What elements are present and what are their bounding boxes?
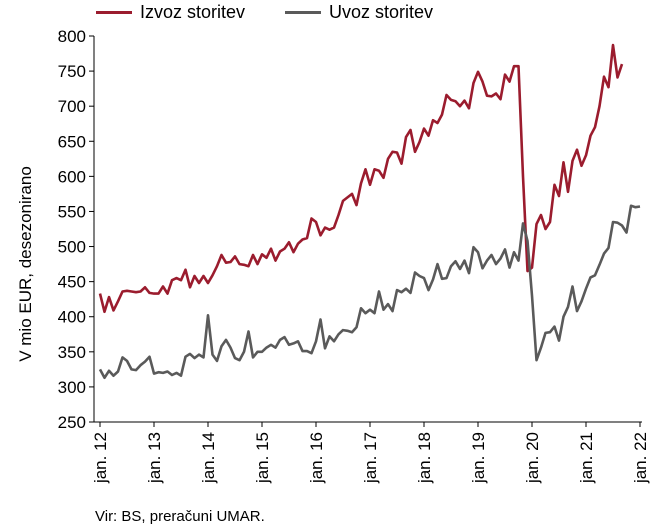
x-tick-label: jan. 21 bbox=[577, 432, 596, 484]
x-tick-label: jan. 15 bbox=[253, 432, 272, 484]
y-tick-label: 500 bbox=[58, 238, 86, 257]
y-tick-label: 600 bbox=[58, 167, 86, 186]
y-tick-label: 350 bbox=[58, 343, 86, 362]
y-tick-label: 550 bbox=[58, 202, 86, 221]
x-tick-label: jan. 13 bbox=[145, 432, 164, 484]
x-tick-label: jan. 14 bbox=[199, 432, 218, 484]
legend-swatch-export bbox=[96, 11, 132, 14]
y-tick-label: 450 bbox=[58, 273, 86, 292]
x-tick-label: jan. 16 bbox=[307, 432, 326, 484]
y-tick-label: 300 bbox=[58, 378, 86, 397]
y-tick-label: 750 bbox=[58, 62, 86, 81]
legend-item-import: Uvoz storitev bbox=[285, 2, 433, 23]
y-tick-label: 800 bbox=[58, 27, 86, 46]
legend-item-export: Izvoz storitev bbox=[96, 2, 245, 23]
y-tick-label: 400 bbox=[58, 308, 86, 327]
y-tick-label: 650 bbox=[58, 132, 86, 151]
series-line-import bbox=[98, 204, 641, 380]
legend-label-export: Izvoz storitev bbox=[140, 2, 246, 22]
series-line-export bbox=[98, 43, 624, 314]
x-tick-label: jan. 18 bbox=[415, 432, 434, 484]
legend-swatch-import bbox=[285, 11, 322, 14]
y-tick-label: 250 bbox=[58, 413, 86, 432]
y-tick-label: 700 bbox=[58, 97, 86, 116]
x-tick-label: jan. 17 bbox=[361, 432, 380, 484]
x-tick-label: jan. 22 bbox=[631, 432, 650, 484]
legend: Izvoz storitev Uvoz storitev bbox=[96, 2, 433, 23]
x-tick-label: jan. 12 bbox=[91, 432, 110, 484]
x-tick-label: jan. 19 bbox=[469, 432, 488, 484]
x-tick-label: jan. 20 bbox=[523, 432, 542, 484]
legend-label-import: Uvoz storitev bbox=[329, 2, 434, 22]
source-note: Vir: BS, preračuni UMAR. bbox=[95, 508, 265, 525]
